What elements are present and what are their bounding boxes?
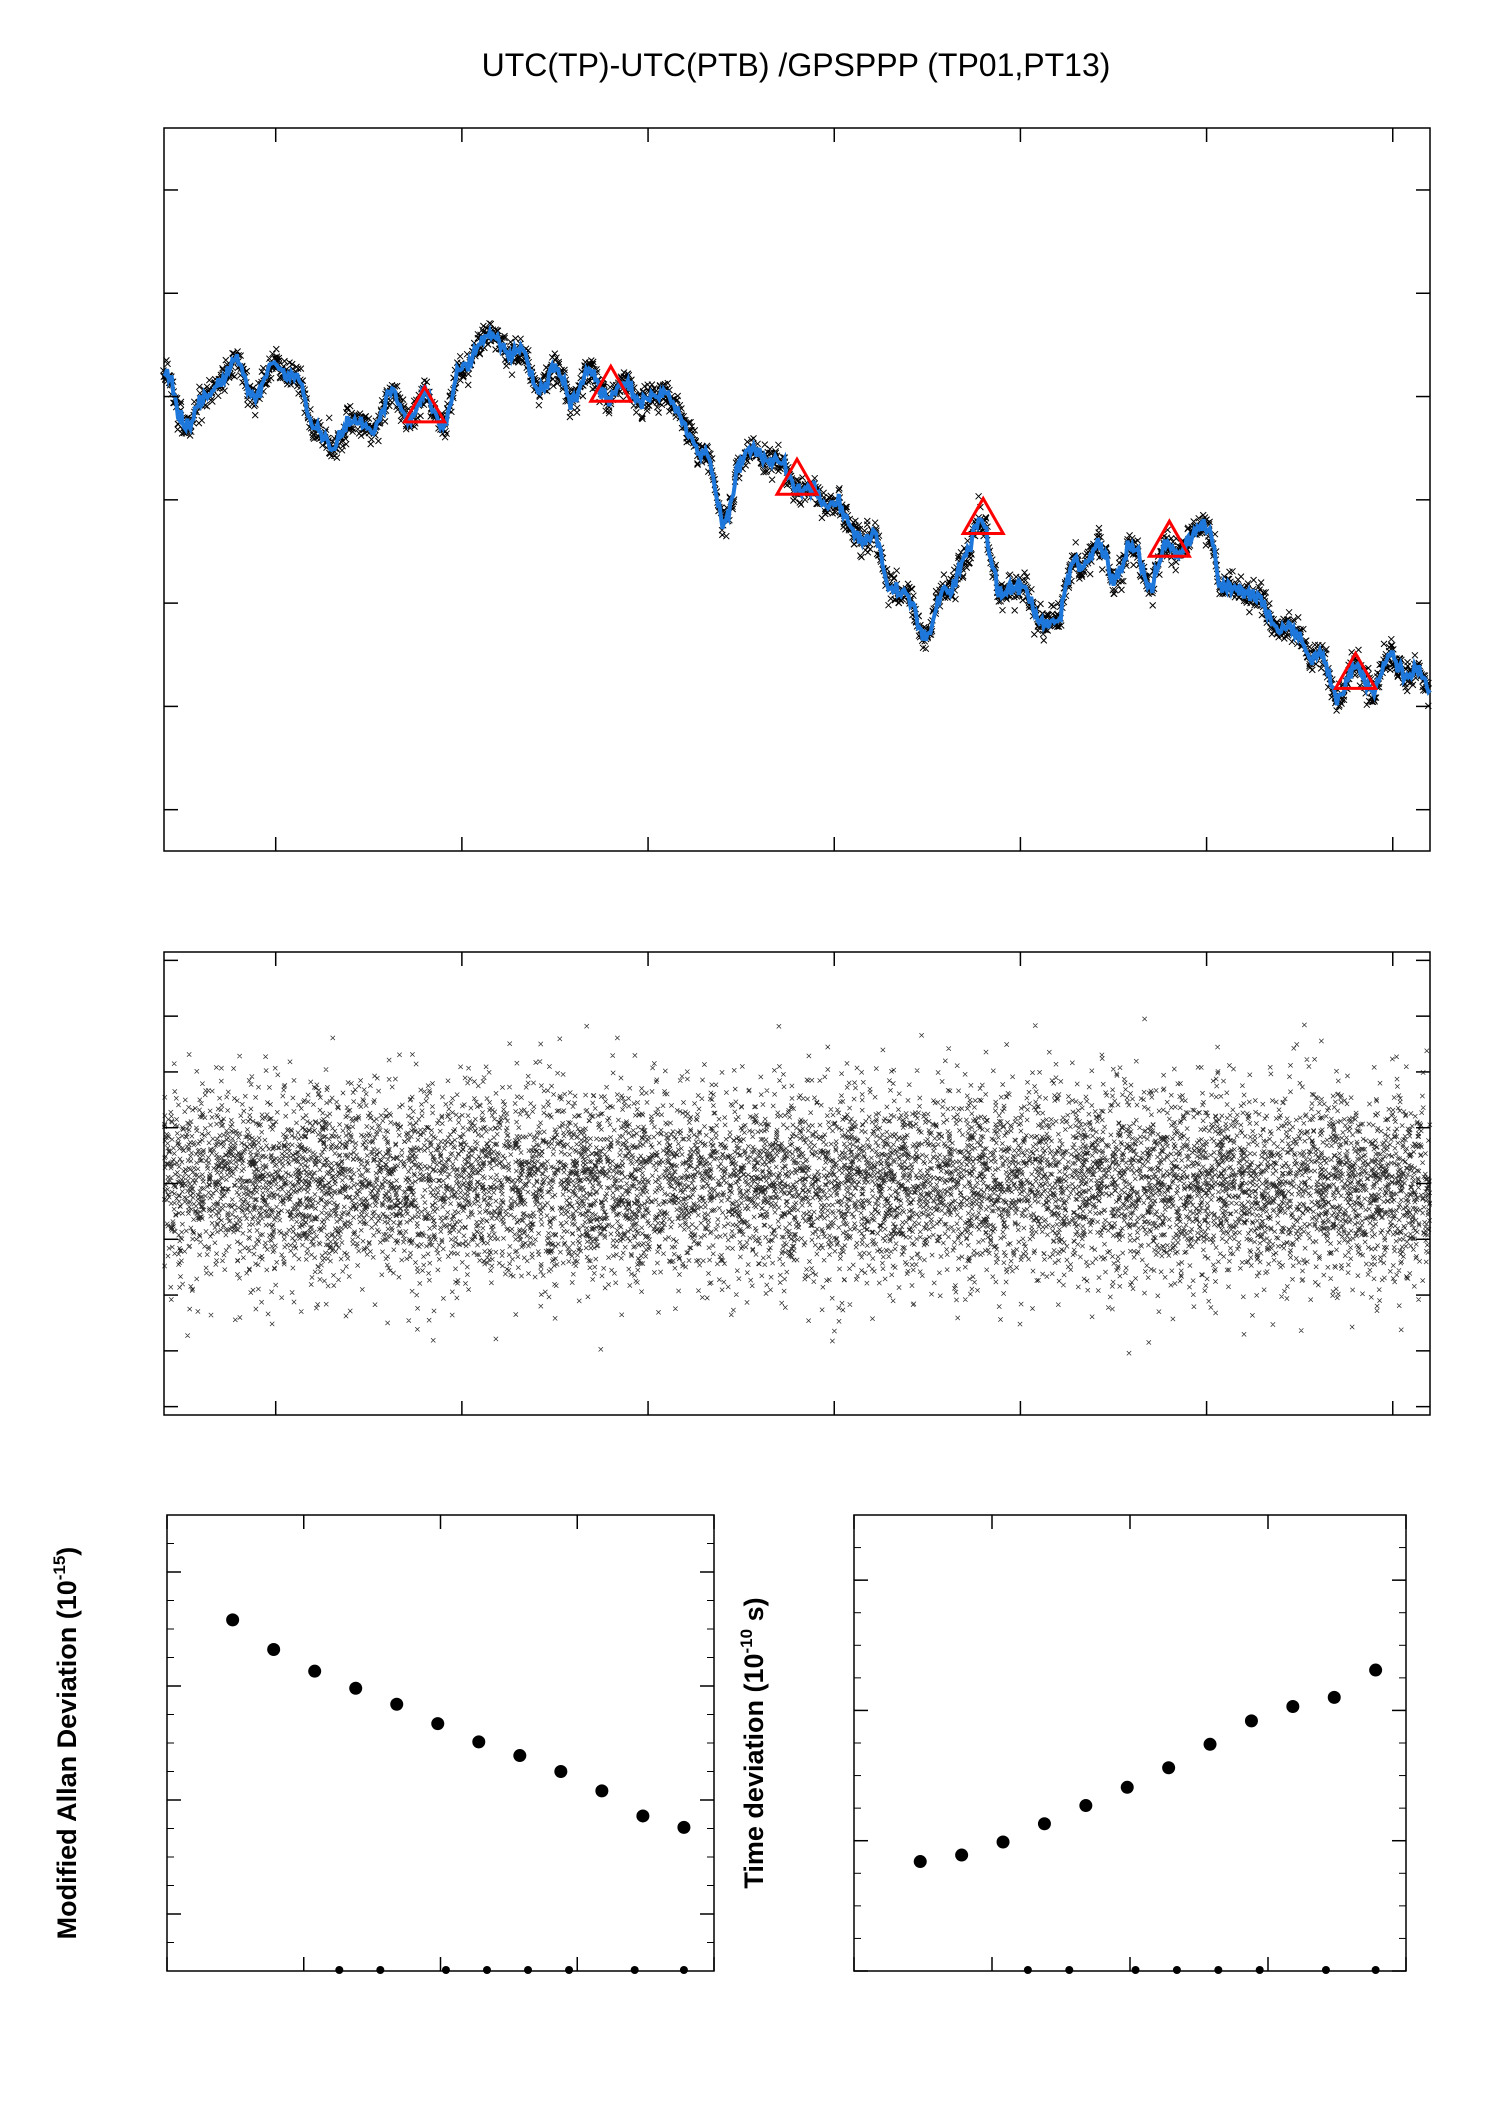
tdev-y-axis-label-main: Time deviation (10 [739, 1654, 769, 1889]
tdev-point [1327, 1690, 1341, 1704]
tdev-y-axis-label-end: s) [739, 1597, 769, 1629]
tdev-point [1079, 1799, 1093, 1813]
tdev-point [1203, 1737, 1217, 1751]
adev-point [677, 1820, 691, 1834]
tdev-point [1286, 1700, 1300, 1714]
time-series-panel [160, 127, 1432, 852]
adev-point [513, 1749, 527, 1763]
tdev-marker-dot [1371, 1966, 1380, 1974]
annotation-triangle [1146, 518, 1192, 558]
adev-y-axis-label: Modified Allan Deviation (10-15) [50, 1547, 82, 1940]
ts-frame [163, 127, 1431, 852]
residuals-panel [161, 951, 1433, 1416]
tdev-point [1120, 1780, 1134, 1794]
adev-point [226, 1613, 240, 1627]
adev-y-axis-label-main: Modified Allan Deviation (10 [52, 1580, 82, 1939]
adev-point [431, 1717, 445, 1731]
adev-marker-dot [524, 1966, 533, 1974]
annotation-triangle [960, 495, 1006, 535]
tdev-marker-dot [1255, 1966, 1264, 1974]
adev-point [595, 1784, 609, 1798]
annotation-triangle [402, 383, 448, 424]
tdev-point [1162, 1761, 1176, 1775]
tdev-point [1037, 1817, 1051, 1831]
adev-point [349, 1681, 363, 1695]
adev-point [554, 1765, 568, 1778]
adev-marker-dot [565, 1966, 574, 1974]
smoothed-series-line [162, 323, 1432, 706]
adev-marker-dot [630, 1966, 639, 1974]
tdev-point [913, 1855, 927, 1869]
annotation-triangle [774, 456, 820, 496]
allan-deviation-panel: Modified Allan Deviation (10-15) [50, 1514, 715, 1974]
tdev-marker-dot [1065, 1966, 1074, 1974]
adev-y-axis-label-end: ) [52, 1547, 82, 1556]
adev-marker-dot [482, 1966, 491, 1974]
page-title: UTC(TP)-UTC(PTB) /GPSPPP (TP01,PT13) [482, 47, 1111, 83]
tdev-point [1369, 1663, 1383, 1677]
annotation-triangle [588, 363, 634, 403]
tdev-point [955, 1848, 969, 1862]
adev-point [390, 1697, 404, 1711]
adev-point [472, 1735, 486, 1749]
tdev-y-axis-label: Time deviation (10-10 s) [737, 1597, 769, 1888]
adev-point [308, 1664, 322, 1678]
adev-point [267, 1643, 281, 1657]
adev-point [636, 1809, 650, 1823]
raw-data-points [160, 319, 1432, 714]
tdev-frame [853, 1514, 1407, 1972]
time-deviation-panel: Time deviation (10-10 s) [737, 1514, 1407, 1974]
tdev-marker-dot [1321, 1966, 1330, 1974]
tdev-point [1244, 1714, 1258, 1728]
adev-marker-dot [335, 1966, 344, 1974]
tdev-marker-dot [1131, 1966, 1140, 1974]
residual-points [161, 1016, 1433, 1356]
adev-y-axis-label-exponent: -15 [50, 1556, 69, 1581]
adev-marker-dot [441, 1966, 450, 1974]
adev-frame [166, 1514, 715, 1972]
tdev-point [996, 1835, 1010, 1849]
annotation-triangle [1332, 650, 1379, 690]
tdev-marker-dot [1214, 1966, 1223, 1974]
tdev-marker-dot [1172, 1966, 1181, 1974]
tdev-y-axis-label-exponent: -10 [737, 1629, 756, 1654]
adev-marker-dot [376, 1966, 385, 1974]
tdev-marker-dot [1023, 1966, 1032, 1974]
adev-marker-dot [679, 1966, 688, 1974]
